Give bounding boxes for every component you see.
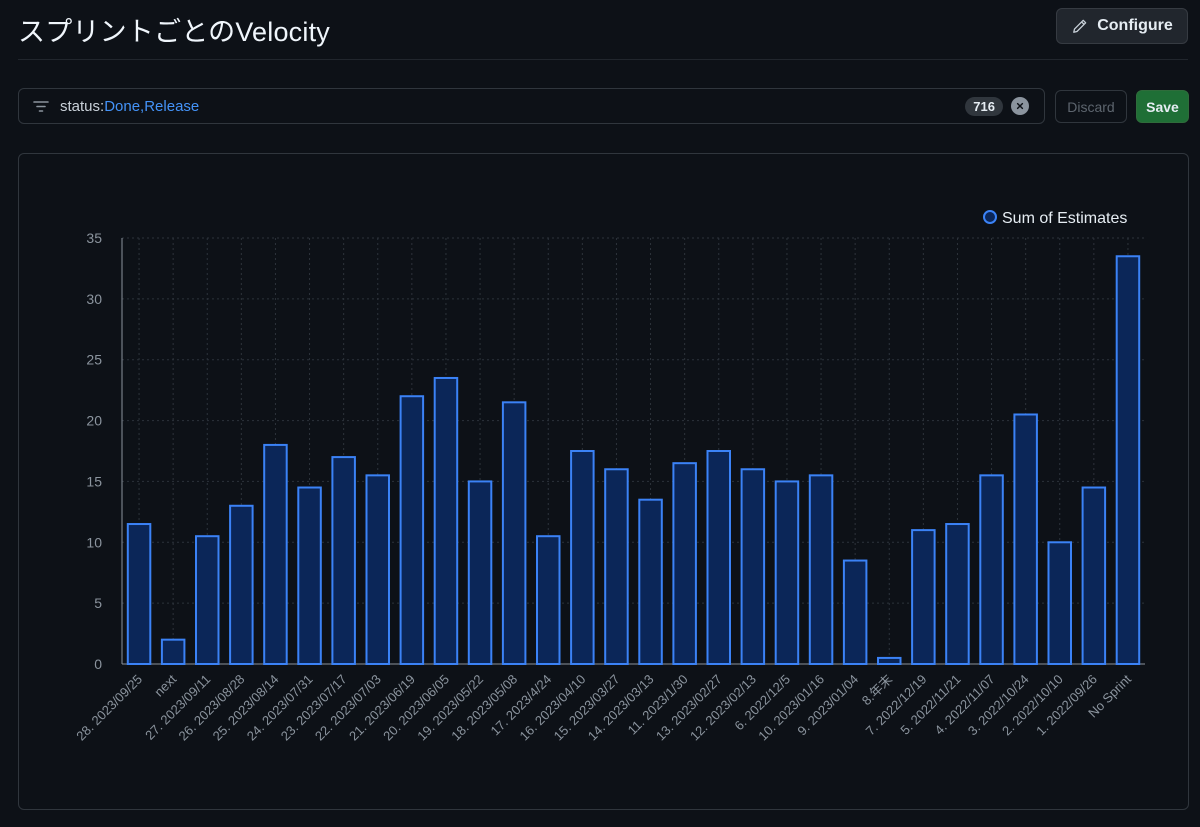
bar bbox=[808, 474, 834, 666]
x-tick-label: 28. 2023/09/25 bbox=[73, 672, 145, 744]
y-tick-label: 35 bbox=[86, 230, 102, 246]
filter-input[interactable]: status:Done,Release 716 bbox=[18, 88, 1045, 124]
filter-query: status:Done,Release bbox=[60, 98, 965, 115]
chart-panel: 0 5 10 15 20 25 30 35 28. 2023/09/25 next 27. 2023… bbox=[18, 153, 1189, 810]
bar bbox=[979, 474, 1004, 666]
result-count-badge: 716 bbox=[965, 96, 1003, 116]
y-tick-label: 30 bbox=[86, 291, 102, 307]
bar bbox=[1047, 541, 1073, 665]
filter-icon bbox=[32, 97, 50, 115]
bar bbox=[126, 523, 152, 665]
bar bbox=[945, 523, 970, 665]
bar bbox=[842, 559, 868, 665]
bar bbox=[672, 462, 697, 665]
bar bbox=[365, 474, 391, 666]
legend-label: Sum of Estimates bbox=[1002, 210, 1127, 227]
bar bbox=[706, 450, 732, 665]
bar bbox=[194, 535, 220, 666]
configure-label: Configure bbox=[1097, 17, 1173, 34]
y-tick-label: 0 bbox=[94, 656, 102, 672]
y-tick-label: 10 bbox=[86, 534, 102, 550]
pencil-icon bbox=[1073, 19, 1087, 33]
bar bbox=[1013, 413, 1038, 665]
bar bbox=[1081, 486, 1107, 665]
y-tick-label: 15 bbox=[86, 473, 102, 489]
y-tick-label: 20 bbox=[86, 413, 102, 429]
legend-marker bbox=[983, 210, 997, 224]
header-divider bbox=[18, 59, 1188, 60]
bar bbox=[160, 638, 186, 665]
filter-key: status: bbox=[60, 97, 105, 115]
bar bbox=[467, 480, 493, 665]
y-tick-label: 25 bbox=[86, 352, 102, 368]
configure-button[interactable]: Configure bbox=[1056, 8, 1188, 44]
bar bbox=[297, 486, 322, 665]
bar bbox=[638, 498, 663, 665]
y-tick-label: 5 bbox=[94, 595, 102, 611]
bar bbox=[604, 468, 629, 665]
bar bbox=[911, 529, 936, 665]
bar bbox=[263, 443, 288, 665]
clear-filter-icon[interactable] bbox=[1011, 97, 1029, 115]
bar bbox=[331, 456, 356, 666]
bar bbox=[774, 480, 800, 665]
save-button[interactable]: Save bbox=[1136, 90, 1189, 123]
page-title: スプリントごとのVelocity bbox=[18, 17, 330, 47]
bar bbox=[535, 535, 561, 666]
bar bbox=[740, 468, 766, 665]
x-tick-label: 9. 2023/01/04 bbox=[794, 672, 861, 739]
bar bbox=[433, 376, 459, 665]
bar bbox=[399, 395, 425, 665]
x-tick-label: next bbox=[151, 671, 179, 699]
discard-button[interactable]: Discard bbox=[1055, 90, 1127, 123]
bar bbox=[229, 504, 254, 665]
filter-value: Done,Release bbox=[104, 97, 200, 115]
bar bbox=[501, 401, 527, 665]
bar bbox=[876, 656, 902, 665]
bar bbox=[570, 450, 595, 665]
bar bbox=[1115, 255, 1141, 665]
